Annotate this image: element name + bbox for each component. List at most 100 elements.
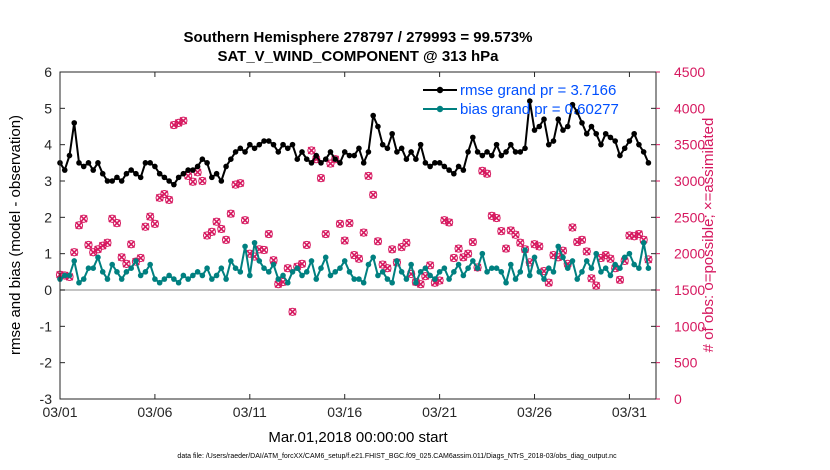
obs-possible-marker [240, 216, 250, 225]
obs-point [302, 240, 311, 250]
obs-possible-marker [221, 235, 231, 244]
obs-assimilated-stroke [359, 228, 368, 237]
bias-point [389, 279, 395, 286]
obs-point [112, 219, 122, 228]
rmse-point [370, 112, 376, 119]
obs-assimilated-stroke [592, 281, 601, 290]
rmse-point [631, 130, 637, 137]
obs-possible-marker [108, 214, 117, 223]
rmse-point [85, 160, 92, 166]
rmse-point [531, 127, 538, 133]
obs-assimilated-stroke [222, 235, 230, 244]
series-layer [55, 98, 653, 316]
obs-possible-marker [449, 253, 458, 263]
obs-possible-marker [568, 223, 577, 232]
obs-possible-marker [79, 214, 88, 223]
bias-point [194, 269, 201, 275]
obs-assimilated-stroke [587, 274, 596, 283]
obs-possible-marker [288, 307, 297, 316]
obs-point [283, 264, 292, 273]
obs-point [492, 213, 501, 223]
obs-point [354, 254, 364, 263]
rmse-point [190, 167, 196, 173]
obs-assimilated-stroke [302, 241, 311, 249]
bias-point [294, 265, 301, 272]
rmse-point [645, 160, 652, 166]
y-right-tick-label: 2000 [674, 246, 705, 262]
obs-possible-marker [302, 240, 311, 250]
obs-assimilated-stroke [616, 275, 624, 284]
bias-point [71, 258, 78, 264]
bias-point [303, 269, 310, 275]
obs-assimilated-stroke [165, 196, 174, 204]
rmse-point [147, 160, 153, 166]
rmse-point [199, 156, 206, 162]
rmse-point [460, 167, 467, 173]
obs-possible-marker [150, 219, 160, 228]
obs-assimilated-stroke [601, 251, 610, 259]
y-right-tick-label: 3000 [674, 173, 705, 189]
rmse-point [80, 163, 87, 170]
bias-point [489, 265, 495, 272]
obs-possible-marker [160, 189, 169, 199]
obs-possible-marker [331, 155, 340, 164]
obs-assimilated-stroke [321, 230, 330, 238]
obs-possible-marker [383, 264, 392, 273]
obs-assimilated-stroke [630, 232, 639, 241]
obs-assimilated-stroke [388, 245, 397, 254]
obs-possible-marker [535, 242, 544, 251]
obs-assimilated-stroke [378, 260, 387, 269]
obs-point [445, 218, 454, 227]
obs-point [340, 236, 349, 245]
bias-point [531, 254, 538, 261]
bias-point [199, 272, 206, 279]
x-tick-label: 03/21 [422, 404, 457, 420]
x-tick-label: 03/06 [137, 404, 172, 420]
bias-point [413, 279, 419, 286]
rmse-point [413, 156, 419, 162]
obs-point [335, 219, 345, 228]
rmse-point [114, 174, 120, 181]
obs-assimilated-stroke [108, 214, 117, 223]
obs-assimilated-stroke [530, 240, 539, 249]
rmse-point [327, 149, 334, 155]
obs-assimilated-stroke [113, 219, 121, 228]
obs-assimilated-stroke [122, 259, 131, 268]
obs-possible-marker [316, 173, 326, 183]
bias-point [66, 272, 73, 279]
obs-point [70, 248, 79, 257]
obs-assimilated-stroke [198, 177, 207, 185]
obs-possible-marker [463, 249, 473, 258]
bias-point [507, 261, 514, 268]
obs-assimilated-stroke [317, 174, 325, 182]
bias-point [223, 276, 229, 282]
obs-possible-marker [373, 237, 383, 246]
bias-point [550, 269, 557, 275]
rmse-point [422, 160, 429, 166]
bias-point [631, 261, 637, 268]
obs-point [79, 214, 88, 223]
obs-assimilated-stroke [146, 212, 155, 221]
plot-area [55, 71, 657, 400]
obs-possible-marker [511, 230, 520, 239]
obs-possible-marker [127, 240, 136, 249]
rmse-point [560, 127, 566, 133]
bias-point [621, 254, 628, 261]
obs-possible-marker [136, 253, 145, 263]
rmse-point [555, 116, 562, 123]
obs-point [577, 235, 587, 244]
bias-point [80, 276, 87, 282]
rmse-point [99, 170, 106, 177]
obs-possible-marker [321, 229, 330, 239]
rmse-point [242, 149, 248, 155]
obs-assimilated-stroke [483, 169, 491, 178]
obs-possible-marker [89, 248, 98, 257]
y-left-tick-label: 6 [44, 64, 52, 80]
bias-point [213, 272, 220, 279]
obs-point [497, 227, 506, 236]
obs-point [89, 248, 98, 257]
obs-possible-marker [634, 229, 644, 239]
obs-point [127, 240, 136, 249]
bias-point [104, 276, 111, 282]
obs-possible-marker [70, 248, 79, 257]
